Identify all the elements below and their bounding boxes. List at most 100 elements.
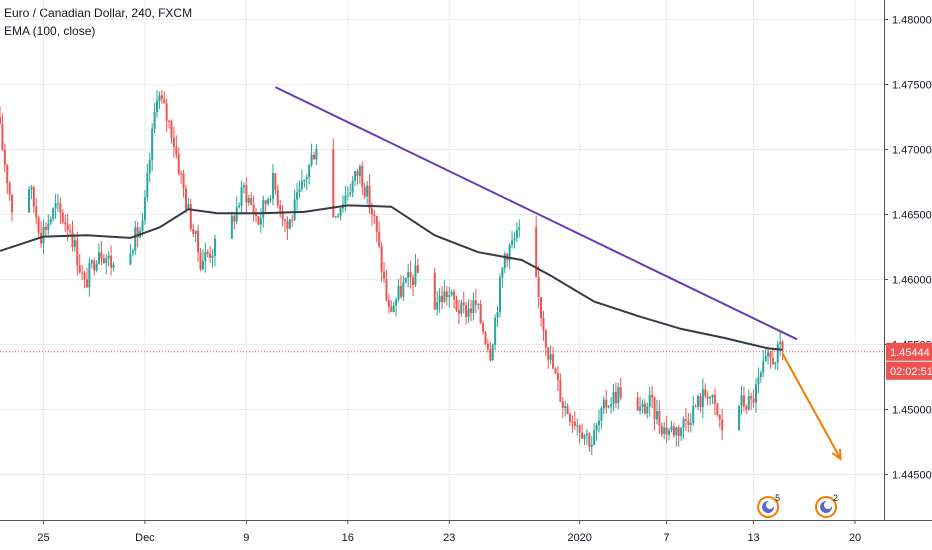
candle bbox=[450, 289, 453, 297]
candle bbox=[298, 180, 301, 199]
candle bbox=[151, 123, 154, 172]
candle bbox=[781, 340, 784, 361]
candle bbox=[182, 169, 185, 198]
candle bbox=[163, 91, 166, 104]
candle bbox=[588, 431, 591, 453]
candle bbox=[602, 396, 605, 415]
candle bbox=[704, 383, 707, 399]
candle bbox=[590, 436, 593, 456]
trend-line[interactable] bbox=[274, 86, 798, 341]
candle bbox=[284, 218, 287, 233]
candle bbox=[187, 198, 190, 210]
candle bbox=[453, 288, 456, 309]
time-tick-label: 25 bbox=[37, 532, 49, 544]
time-tick-label: 13 bbox=[747, 532, 759, 544]
candle bbox=[636, 391, 639, 412]
time-axis-bg bbox=[0, 520, 932, 550]
candle bbox=[252, 195, 255, 222]
candle bbox=[341, 195, 344, 214]
candle bbox=[395, 297, 398, 317]
candle bbox=[465, 301, 468, 325]
candle bbox=[32, 184, 35, 213]
candle bbox=[754, 378, 757, 413]
candle bbox=[721, 408, 724, 440]
candle bbox=[392, 301, 395, 313]
candle bbox=[515, 221, 518, 243]
candle bbox=[49, 216, 52, 226]
candle bbox=[511, 230, 514, 249]
candle bbox=[269, 195, 272, 203]
price-axis[interactable]: 1.480001.475001.470001.465001.460001.455… bbox=[884, 0, 932, 550]
candle bbox=[407, 263, 410, 288]
candle bbox=[197, 224, 200, 263]
candle bbox=[286, 216, 289, 240]
candle bbox=[3, 143, 6, 173]
candle bbox=[44, 222, 47, 236]
candle bbox=[617, 382, 620, 410]
candle bbox=[641, 399, 644, 414]
candle bbox=[83, 270, 86, 289]
economic-event-icon[interactable]: 5 bbox=[757, 493, 780, 518]
candle bbox=[498, 273, 501, 318]
candle bbox=[361, 161, 364, 196]
ema-line[interactable] bbox=[0, 204, 783, 351]
price-tick-label: 1.46000 bbox=[892, 275, 932, 287]
candle bbox=[93, 257, 96, 276]
candle bbox=[436, 290, 439, 316]
candle bbox=[559, 373, 562, 403]
candle bbox=[184, 185, 187, 214]
candle bbox=[569, 412, 572, 426]
price-tick-label: 1.47000 bbox=[892, 145, 932, 157]
candle bbox=[771, 348, 774, 365]
candle bbox=[614, 382, 617, 409]
candle bbox=[513, 232, 516, 249]
candle bbox=[540, 297, 543, 327]
candle bbox=[467, 299, 470, 323]
candle bbox=[155, 90, 158, 118]
candle bbox=[639, 396, 642, 415]
candle bbox=[339, 207, 342, 221]
candle bbox=[593, 422, 596, 446]
candle bbox=[412, 274, 415, 297]
candle bbox=[134, 220, 137, 256]
candle bbox=[646, 402, 649, 419]
candle bbox=[600, 406, 603, 429]
candle bbox=[518, 219, 521, 238]
candle bbox=[680, 426, 683, 441]
candle bbox=[643, 399, 646, 415]
candle bbox=[64, 215, 67, 233]
candle bbox=[672, 422, 675, 438]
candle bbox=[648, 386, 651, 417]
candle bbox=[742, 386, 745, 412]
candle bbox=[619, 377, 622, 401]
price-axis-bg bbox=[884, 0, 932, 550]
time-axis[interactable]: 25 Dec 9 16 23 2020 7 13 20 bbox=[0, 520, 932, 550]
economic-event-icon[interactable]: 2 bbox=[815, 493, 838, 518]
candle bbox=[47, 214, 50, 235]
candle bbox=[153, 102, 156, 134]
time-tick-label: 20 bbox=[849, 532, 861, 544]
candle bbox=[175, 135, 178, 159]
candle bbox=[554, 367, 557, 375]
current-price-tag bbox=[886, 342, 932, 361]
candle bbox=[544, 328, 547, 357]
candle bbox=[250, 192, 253, 206]
candle bbox=[56, 193, 59, 212]
candle bbox=[192, 223, 195, 238]
projection-arrow[interactable] bbox=[781, 353, 842, 461]
candle bbox=[776, 340, 779, 371]
candle bbox=[747, 389, 750, 411]
candle bbox=[160, 90, 163, 104]
time-tick-label: 9 bbox=[243, 532, 249, 544]
candle bbox=[102, 254, 105, 264]
candle bbox=[750, 392, 753, 411]
candle bbox=[438, 288, 441, 313]
candle bbox=[158, 91, 161, 110]
candle bbox=[129, 243, 132, 266]
candle bbox=[716, 402, 719, 418]
candle bbox=[399, 275, 402, 299]
candle bbox=[537, 266, 540, 309]
candle bbox=[206, 249, 209, 258]
